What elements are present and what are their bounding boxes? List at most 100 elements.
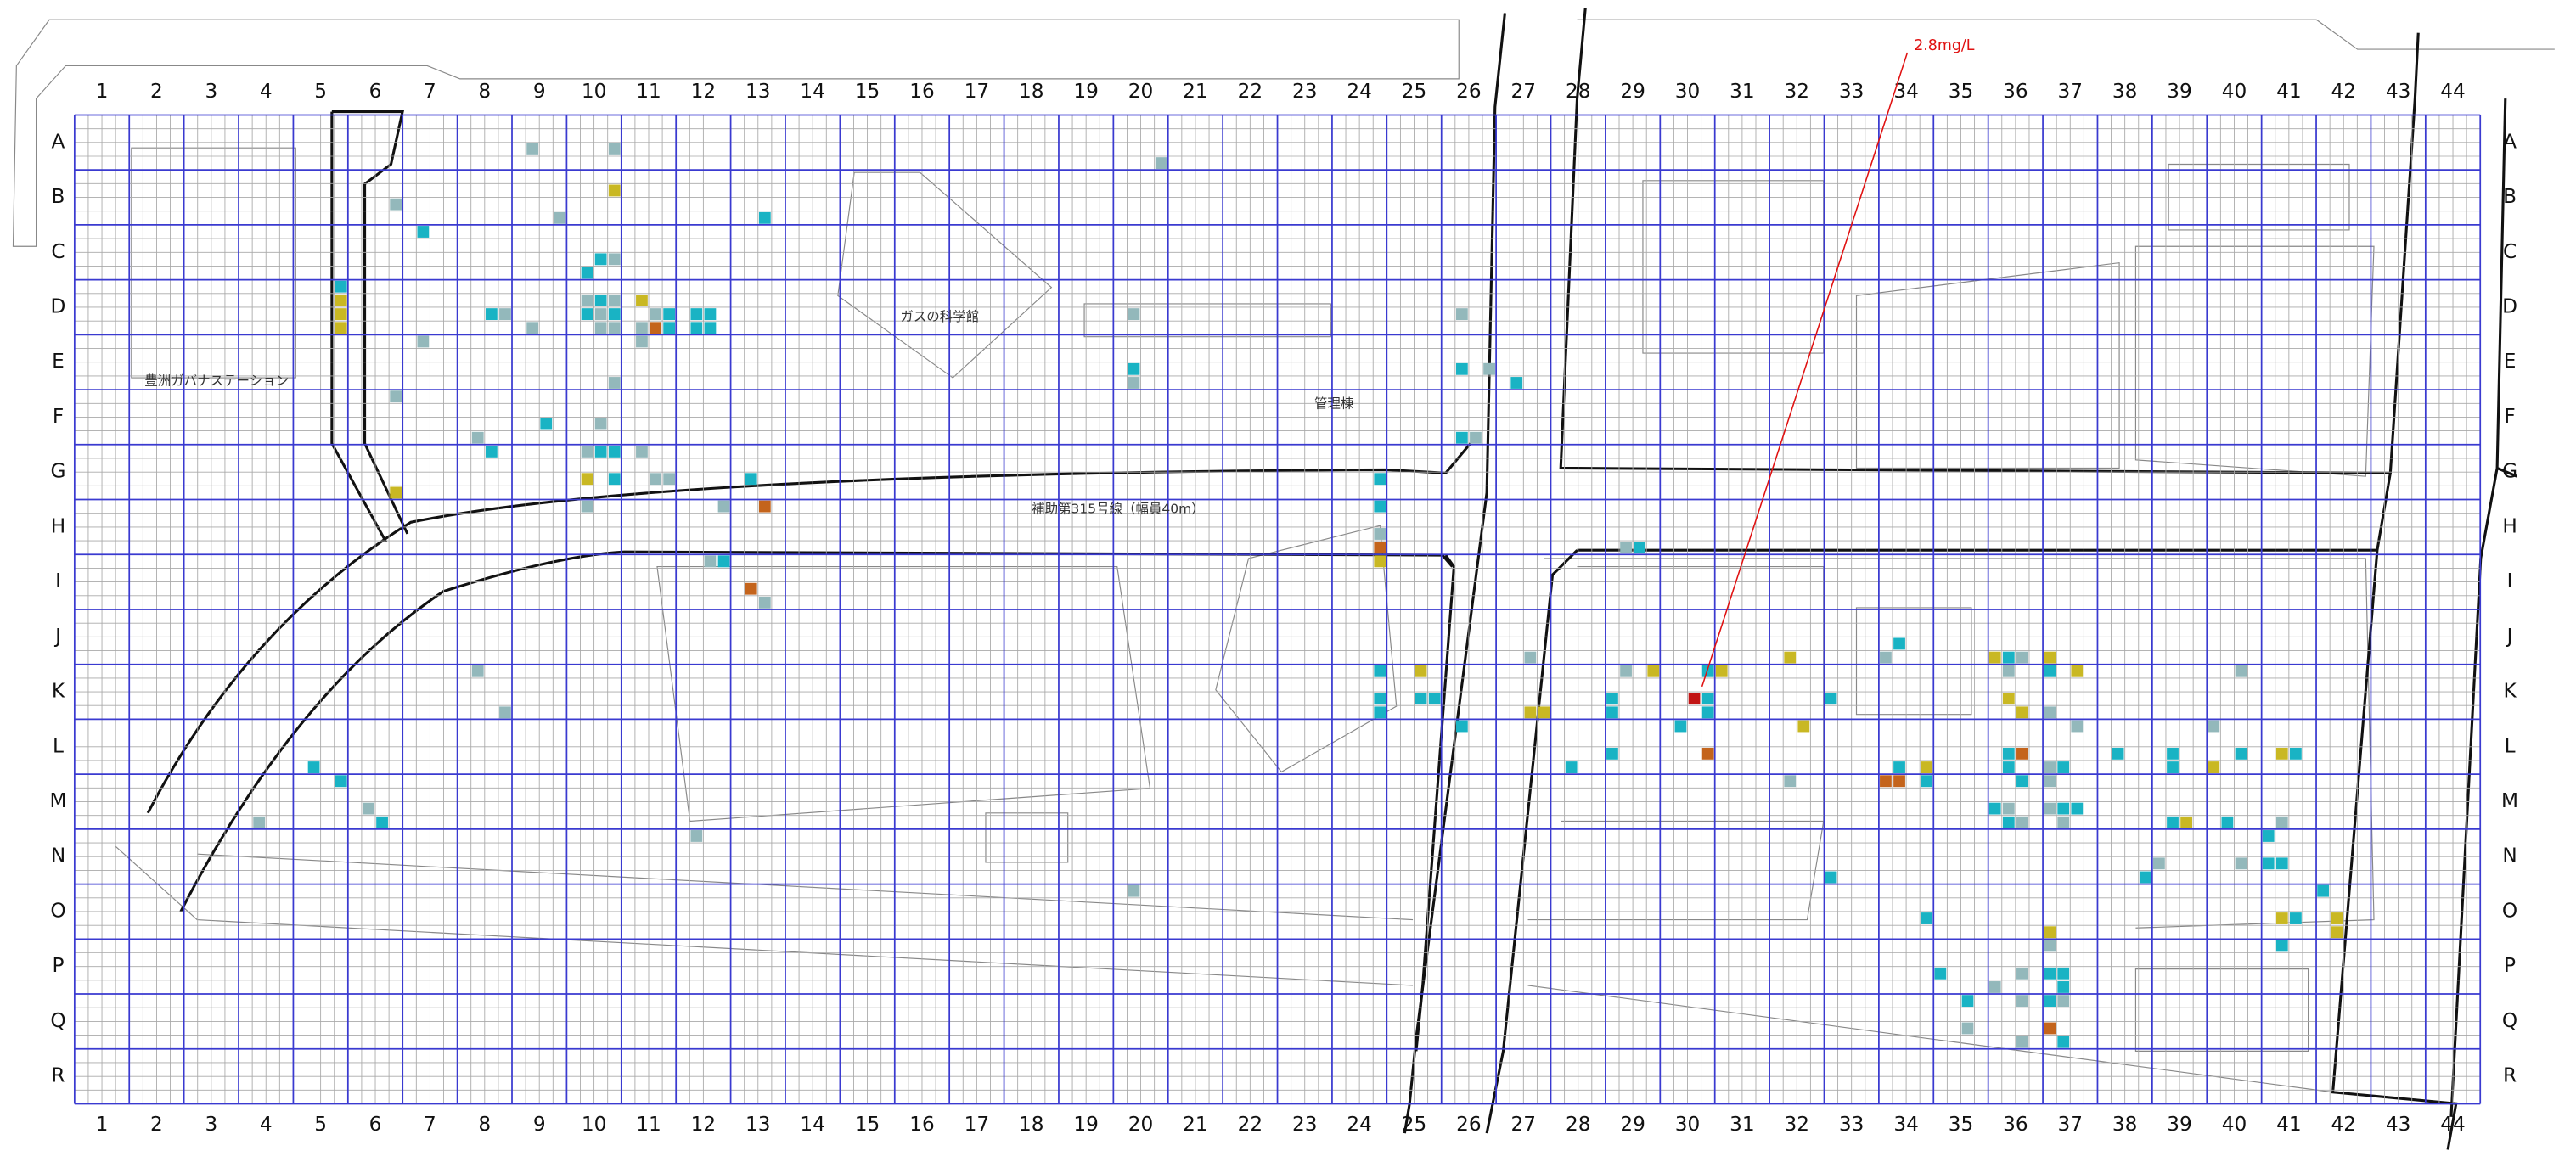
sample-cell — [2057, 981, 2070, 993]
sample-cell — [2044, 1022, 2056, 1035]
column-label: 28 — [1566, 1113, 1591, 1136]
sample-cell — [636, 335, 648, 348]
column-label: 27 — [1511, 80, 1537, 103]
row-label: N — [51, 845, 65, 867]
row-label: J — [2506, 625, 2513, 648]
sample-cell — [2002, 802, 2015, 815]
column-label: 1 — [96, 80, 109, 103]
sample-cell — [594, 253, 607, 266]
sample-cell — [1128, 884, 1140, 897]
sample-cell — [253, 816, 266, 828]
column-label: 28 — [1566, 80, 1591, 103]
sample-cell — [581, 267, 593, 279]
column-label: 40 — [2222, 1113, 2247, 1136]
row-label: B — [52, 185, 65, 208]
column-label: 23 — [1292, 1113, 1318, 1136]
column-label: 11 — [636, 1113, 661, 1136]
row-label: E — [52, 350, 65, 373]
sample-cell — [2044, 651, 2056, 664]
column-label: 18 — [1019, 1113, 1044, 1136]
column-label: 2 — [150, 80, 163, 103]
sample-cell — [717, 500, 730, 513]
sample-cell — [335, 294, 347, 306]
column-label: 26 — [1456, 1113, 1482, 1136]
sample-cell — [1428, 693, 1441, 705]
column-label: 10 — [582, 80, 607, 103]
sample-cell — [2002, 665, 2015, 677]
column-label: 44 — [2440, 1113, 2466, 1136]
sample-cell — [2167, 761, 2179, 773]
sample-cell — [1934, 967, 1947, 980]
column-label: 27 — [1511, 1113, 1537, 1136]
sample-cell — [1455, 308, 1468, 321]
row-label: H — [51, 514, 65, 537]
sample-cell — [2262, 830, 2275, 842]
sample-cell — [1155, 157, 1167, 170]
sample-cell — [650, 308, 661, 321]
row-label: E — [2504, 350, 2517, 373]
sample-cell — [335, 775, 347, 788]
sample-cell — [594, 418, 607, 430]
column-label: 41 — [2276, 80, 2302, 103]
sample-cell — [2262, 857, 2275, 870]
row-label: C — [2503, 240, 2517, 263]
row-label: F — [2504, 405, 2515, 428]
sample-cell — [663, 322, 676, 334]
sample-cell — [594, 322, 607, 334]
column-label: 26 — [1456, 80, 1482, 103]
sample-cell — [2016, 1036, 2028, 1048]
sample-cell — [2275, 857, 2288, 870]
column-label: 30 — [1675, 1113, 1701, 1136]
column-label: 36 — [2003, 1113, 2028, 1136]
sample-cell — [1701, 665, 1714, 677]
row-label: O — [2502, 899, 2517, 922]
sample-cell — [417, 226, 430, 238]
sample-cell — [1620, 542, 1632, 554]
column-label: 21 — [1183, 1113, 1208, 1136]
sample-cell — [1374, 542, 1386, 554]
sample-cell — [1921, 761, 1933, 773]
sample-cell — [2208, 720, 2220, 733]
sample-cell — [2167, 747, 2179, 760]
sample-cell — [1524, 706, 1537, 719]
sample-cell — [1688, 693, 1701, 705]
column-label: 13 — [745, 80, 771, 103]
sample-cell — [2153, 857, 2165, 870]
sample-cell — [2044, 665, 2056, 677]
column-label: 7 — [424, 80, 436, 103]
sample-cell — [1961, 1022, 1974, 1035]
sample-cell — [1374, 693, 1386, 705]
column-label: 42 — [2331, 1113, 2356, 1136]
column-label: 37 — [2058, 80, 2084, 103]
grid — [73, 114, 2482, 1105]
sample-cell — [390, 198, 402, 211]
sample-cell — [471, 665, 484, 677]
column-label: 21 — [1183, 80, 1208, 103]
sample-cell — [485, 445, 498, 458]
column-label: 5 — [314, 1113, 327, 1136]
sample-cell — [2044, 940, 2056, 952]
sample-cell — [2208, 761, 2220, 773]
row-label: H — [2502, 514, 2517, 537]
sample-cell — [2016, 747, 2028, 760]
column-label: 41 — [2276, 1113, 2302, 1136]
sample-cell — [1483, 362, 1495, 375]
sample-cell — [1701, 693, 1714, 705]
sample-cell — [1374, 706, 1386, 719]
column-label: 1 — [96, 1113, 109, 1136]
sample-cell — [1988, 802, 2001, 815]
row-label: Q — [50, 1009, 65, 1032]
sample-cell — [594, 445, 607, 458]
row-label: Q — [2502, 1009, 2517, 1032]
sample-cell — [1606, 706, 1618, 719]
sample-cell — [608, 294, 621, 306]
sample-cell — [1921, 912, 1933, 924]
column-label: 8 — [478, 1113, 491, 1136]
sample-cell — [594, 294, 607, 306]
sample-cell — [608, 143, 621, 155]
sample-cell — [608, 253, 621, 266]
sample-cell — [1634, 542, 1646, 554]
sample-cell — [1538, 706, 1550, 719]
sample-cell — [717, 555, 730, 568]
